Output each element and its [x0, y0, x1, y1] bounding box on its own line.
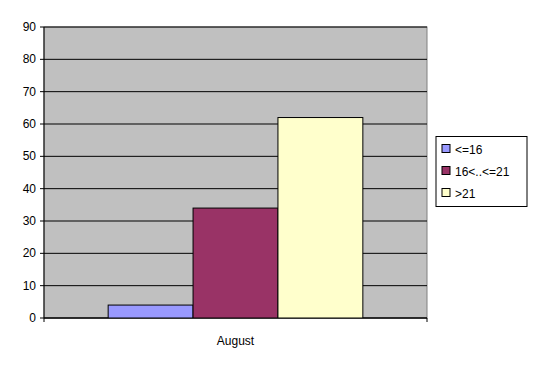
grid-line	[44, 124, 427, 125]
tick-mark	[40, 156, 44, 157]
tick-mark	[40, 27, 44, 28]
plot-area	[44, 27, 427, 318]
y-tick-label: 80	[23, 52, 37, 66]
tick-mark	[40, 59, 44, 60]
chart-container: 0 10 20 30 40 50 60 70 80 90 August <=16 16<..<=21 >2…	[0, 0, 536, 367]
grid-line	[44, 188, 427, 189]
bars	[108, 118, 363, 318]
tick-mark	[40, 253, 44, 254]
legend-swatch	[442, 145, 450, 153]
y-tick-label: 30	[23, 214, 37, 228]
tick-mark	[40, 318, 44, 319]
y-tick-label: 60	[23, 117, 37, 131]
x-tick-mark	[44, 318, 45, 322]
legend-swatch	[442, 167, 450, 175]
legend-swatch	[442, 189, 450, 197]
y-tick-label: 10	[23, 279, 37, 293]
bar	[278, 118, 363, 318]
x-tick-label: August	[217, 334, 255, 348]
bar	[108, 305, 193, 318]
y-tick-label: 20	[23, 246, 37, 260]
grid-line	[44, 59, 427, 60]
legend-box	[436, 137, 527, 207]
y-tick-label: 40	[23, 182, 37, 196]
bar	[193, 208, 278, 318]
grid-line	[44, 91, 427, 92]
y-tick-label: 50	[23, 149, 37, 163]
legend-label: >21	[455, 187, 476, 201]
legend-label: 16<..<=21	[455, 165, 510, 179]
tick-mark	[40, 124, 44, 125]
y-axis	[44, 27, 45, 318]
tick-mark	[40, 221, 44, 222]
y-tick-label: 70	[23, 85, 37, 99]
y-tick-label: 90	[23, 20, 37, 34]
legend-label: <=16	[455, 143, 483, 157]
y-tick-label: 0	[29, 311, 36, 325]
grid-line	[44, 27, 427, 28]
tick-mark	[40, 188, 44, 189]
chart-svg: 0 10 20 30 40 50 60 70 80 90 August <=16 16<..<=21 >2…	[0, 0, 536, 367]
grid-line	[44, 156, 427, 157]
tick-mark	[40, 285, 44, 286]
x-tick-mark	[427, 318, 428, 322]
tick-mark	[40, 91, 44, 92]
